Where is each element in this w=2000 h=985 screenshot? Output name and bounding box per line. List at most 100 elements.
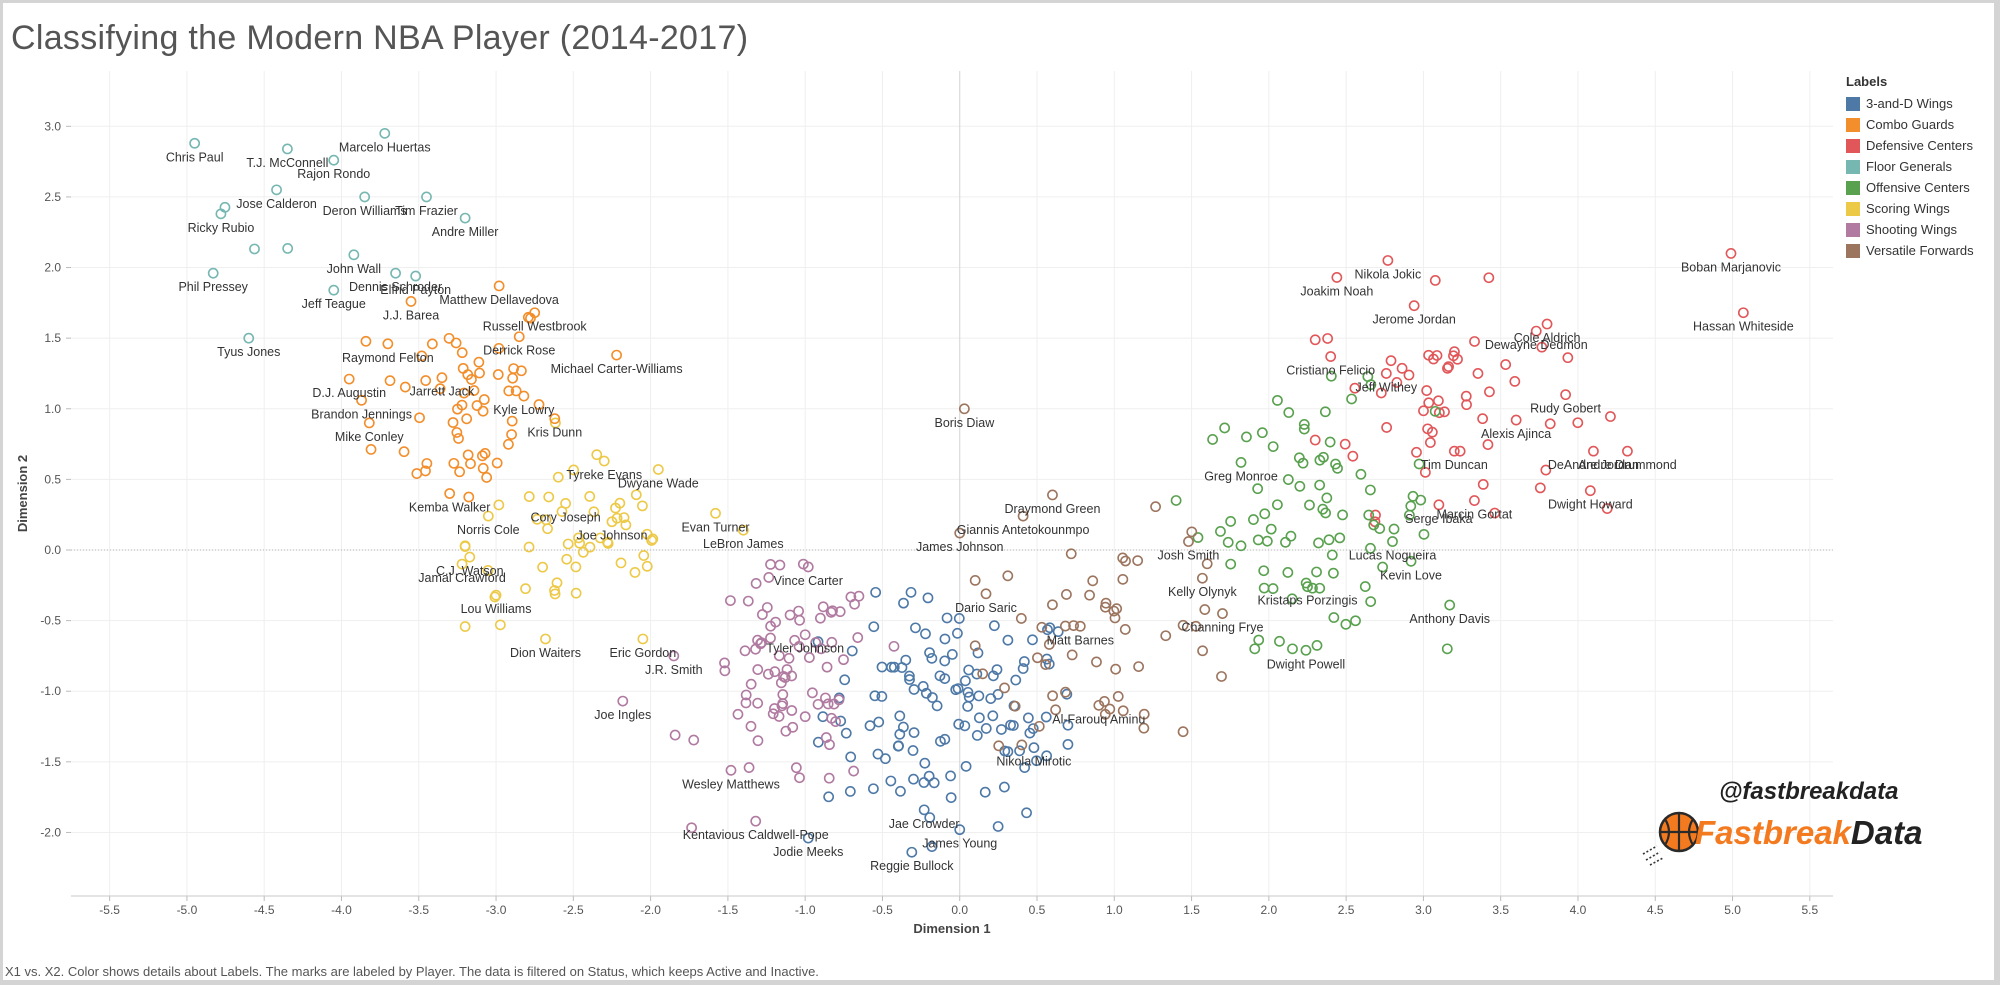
scatter-point[interactable] <box>979 786 991 798</box>
scatter-point[interactable] <box>905 586 917 598</box>
scatter-point[interactable] <box>999 682 1010 694</box>
player-point[interactable] <box>958 403 970 415</box>
scatter-point[interactable] <box>1349 382 1361 394</box>
scatter-point[interactable] <box>1325 370 1337 382</box>
player-point[interactable] <box>356 394 367 406</box>
scatter-point[interactable] <box>838 654 849 666</box>
scatter-point[interactable] <box>570 561 582 573</box>
scatter-point[interactable] <box>249 243 260 255</box>
scatter-point[interactable] <box>1309 334 1321 346</box>
scatter-point[interactable] <box>1043 658 1055 670</box>
scatter-point[interactable] <box>420 375 432 386</box>
scatter-point[interactable] <box>1544 418 1556 430</box>
scatter-point[interactable] <box>1318 451 1329 463</box>
scatter-point[interactable] <box>963 691 975 703</box>
player-point[interactable] <box>207 267 219 279</box>
scatter-point[interactable] <box>1248 514 1259 525</box>
scatter-point[interactable] <box>1112 691 1124 702</box>
player-point[interactable] <box>1331 272 1343 283</box>
scatter-point[interactable] <box>1454 445 1466 457</box>
scatter-point[interactable] <box>765 558 776 570</box>
scatter-point[interactable] <box>584 541 596 553</box>
scatter-point[interactable] <box>1326 549 1338 561</box>
scatter-point[interactable] <box>1047 690 1058 702</box>
scatter-point[interactable] <box>1040 659 1052 670</box>
scatter-point[interactable] <box>1133 661 1145 672</box>
scatter-point[interactable] <box>920 628 931 640</box>
player-point[interactable] <box>1183 536 1194 547</box>
scatter-point[interactable] <box>846 645 858 657</box>
player-point[interactable] <box>1622 445 1633 457</box>
scatter-point[interactable] <box>971 668 983 680</box>
scatter-point[interactable] <box>1322 333 1334 344</box>
scatter-point[interactable] <box>1192 532 1204 543</box>
player-point[interactable] <box>1382 255 1394 266</box>
scatter-point[interactable] <box>898 597 909 609</box>
scatter-point[interactable] <box>638 550 650 561</box>
scatter-point[interactable] <box>1207 434 1219 445</box>
scatter-point[interactable] <box>794 772 805 784</box>
scatter-point[interactable] <box>1365 596 1377 608</box>
scatter-point[interactable] <box>1293 452 1305 464</box>
scatter-point[interactable] <box>907 745 919 756</box>
scatter-point[interactable] <box>491 457 503 469</box>
player-point[interactable] <box>906 846 918 858</box>
scatter-point[interactable] <box>411 468 423 479</box>
scatter-point[interactable] <box>537 561 549 573</box>
scatter-point[interactable] <box>454 466 466 478</box>
scatter-point[interactable] <box>550 417 561 429</box>
player-point[interactable] <box>1405 555 1417 567</box>
scatter-point[interactable] <box>453 433 464 444</box>
scatter-point[interactable] <box>1256 427 1268 439</box>
scatter-point[interactable] <box>725 595 736 606</box>
scatter-point[interactable] <box>1304 499 1315 511</box>
scatter-point[interactable] <box>752 664 764 675</box>
player-point[interactable] <box>1433 499 1445 511</box>
player-point[interactable] <box>1196 572 1208 584</box>
scatter-point[interactable] <box>1190 620 1202 632</box>
scatter-point[interactable] <box>1477 413 1489 425</box>
scatter-point[interactable] <box>1562 352 1574 364</box>
scatter-point[interactable] <box>880 753 891 765</box>
scatter-point[interactable] <box>1119 624 1131 635</box>
scatter-point[interactable] <box>743 762 755 773</box>
scatter-point[interactable] <box>1346 393 1357 405</box>
scatter-point[interactable] <box>1002 634 1014 646</box>
player-point[interactable] <box>1408 300 1420 312</box>
scatter-point[interactable] <box>1319 406 1331 418</box>
scatter-point[interactable] <box>507 372 519 384</box>
scatter-point[interactable] <box>756 609 768 620</box>
scatter-point[interactable] <box>765 632 776 644</box>
player-point[interactable] <box>1325 351 1337 362</box>
scatter-point[interactable] <box>1040 711 1052 723</box>
scatter-point[interactable] <box>1415 494 1427 506</box>
scatter-point[interactable] <box>992 689 1004 700</box>
legend-item[interactable]: Defensive Centers <box>1846 135 1974 156</box>
scatter-point[interactable] <box>972 647 984 659</box>
scatter-point[interactable] <box>991 664 1003 676</box>
scatter-point[interactable] <box>1108 605 1120 617</box>
scatter-point[interactable] <box>740 697 752 709</box>
scatter-point[interactable] <box>1365 379 1377 391</box>
player-point[interactable] <box>954 527 966 539</box>
player-point[interactable] <box>243 332 255 344</box>
scatter-point[interactable] <box>1472 368 1484 379</box>
scatter-point[interactable] <box>1572 417 1584 429</box>
scatter-point[interactable] <box>719 657 730 669</box>
scatter-point[interactable] <box>1363 509 1375 521</box>
scatter-point[interactable] <box>1441 643 1453 655</box>
player-point[interactable] <box>1510 414 1522 426</box>
legend-item[interactable]: 3-and-D Wings <box>1846 93 1974 114</box>
scatter-point[interactable] <box>973 712 985 724</box>
scatter-point[interactable] <box>959 720 971 732</box>
scatter-point[interactable] <box>629 566 641 578</box>
scatter-point[interactable] <box>894 728 906 740</box>
player-point[interactable] <box>1074 620 1086 632</box>
player-point[interactable] <box>802 561 814 573</box>
player-point[interactable] <box>637 633 649 645</box>
scatter-point[interactable] <box>1448 350 1459 362</box>
player-point[interactable] <box>1725 248 1737 259</box>
scatter-point[interactable] <box>732 708 744 720</box>
scatter-point[interactable] <box>1177 726 1189 738</box>
scatter-point[interactable] <box>1314 479 1326 491</box>
